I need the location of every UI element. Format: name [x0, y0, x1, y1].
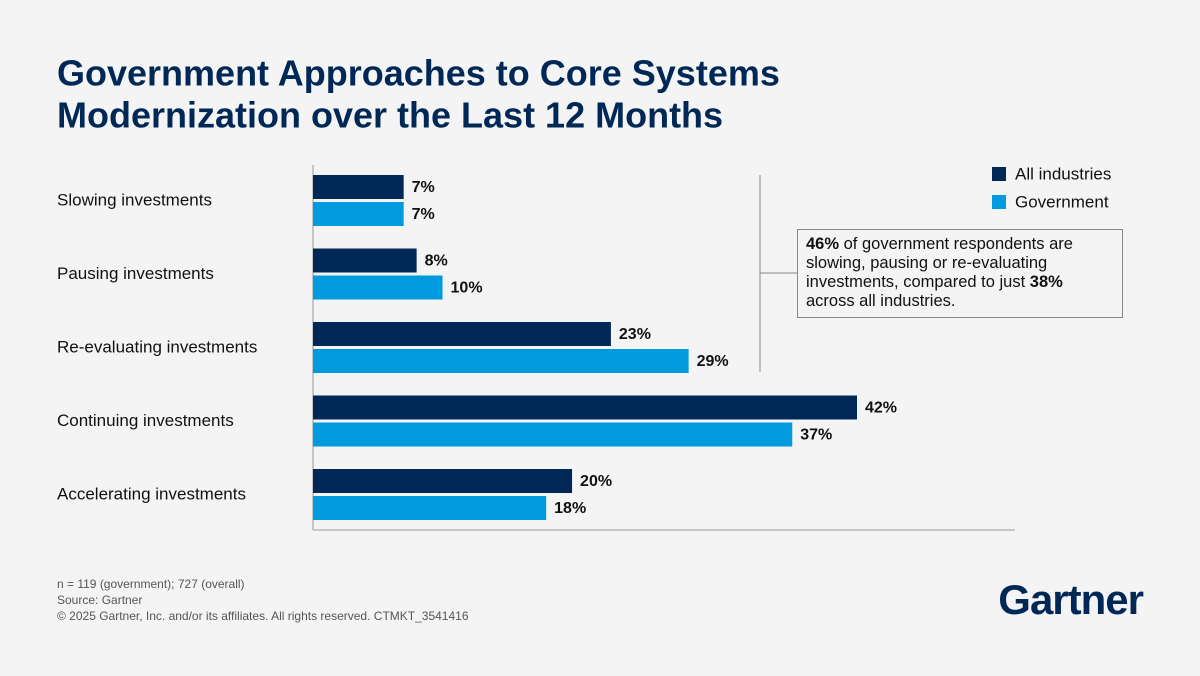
value-label: 8%	[425, 253, 448, 270]
legend-swatch	[992, 195, 1006, 209]
value-label: 7%	[412, 206, 435, 223]
category-label: Continuing investments	[57, 411, 234, 430]
value-label: 29%	[697, 353, 729, 370]
chart-title: Modernization over the Last 12 Months	[57, 95, 723, 136]
value-label: 18%	[554, 500, 586, 517]
category-label: Pausing investments	[57, 264, 214, 283]
value-label: 7%	[412, 179, 435, 196]
category-label: Re-evaluating investments	[57, 337, 257, 356]
bar	[313, 469, 573, 493]
note: © 2025 Gartner, Inc. and/or its affiliat…	[57, 609, 469, 623]
bar	[313, 248, 417, 273]
bracket	[759, 175, 797, 372]
category-label: Accelerating investments	[57, 484, 246, 503]
value-label: 23%	[619, 326, 651, 343]
annotation-text: across all industries.	[806, 292, 956, 310]
note: Source: Gartner	[57, 593, 142, 607]
bar	[313, 395, 857, 420]
annotation-text: 46%	[806, 235, 840, 253]
bar	[313, 202, 404, 226]
bar	[313, 275, 443, 300]
logo: Gartner	[998, 576, 1143, 623]
value-label: 37%	[800, 427, 832, 444]
chart-title: Government Approaches to Core Systems	[57, 53, 780, 94]
legend-label: All industries	[1015, 164, 1111, 183]
annotation-text: 38%	[1029, 273, 1063, 291]
annotation: 46% of government respondents are slowin…	[797, 229, 1123, 318]
value-label: 10%	[451, 280, 483, 297]
annotation-text: of government respondents are slowing, p…	[806, 235, 1073, 291]
bar	[313, 422, 793, 447]
category-label: Slowing investments	[57, 190, 212, 209]
bar	[313, 349, 689, 373]
value-label: 42%	[865, 400, 897, 417]
legend-swatch	[992, 167, 1006, 181]
note: n = 119 (government); 727 (overall)	[57, 577, 245, 591]
bar	[313, 496, 547, 520]
bar	[313, 322, 611, 346]
value-label: 20%	[580, 473, 612, 490]
bar	[313, 175, 404, 199]
legend-label: Government	[1015, 192, 1109, 211]
